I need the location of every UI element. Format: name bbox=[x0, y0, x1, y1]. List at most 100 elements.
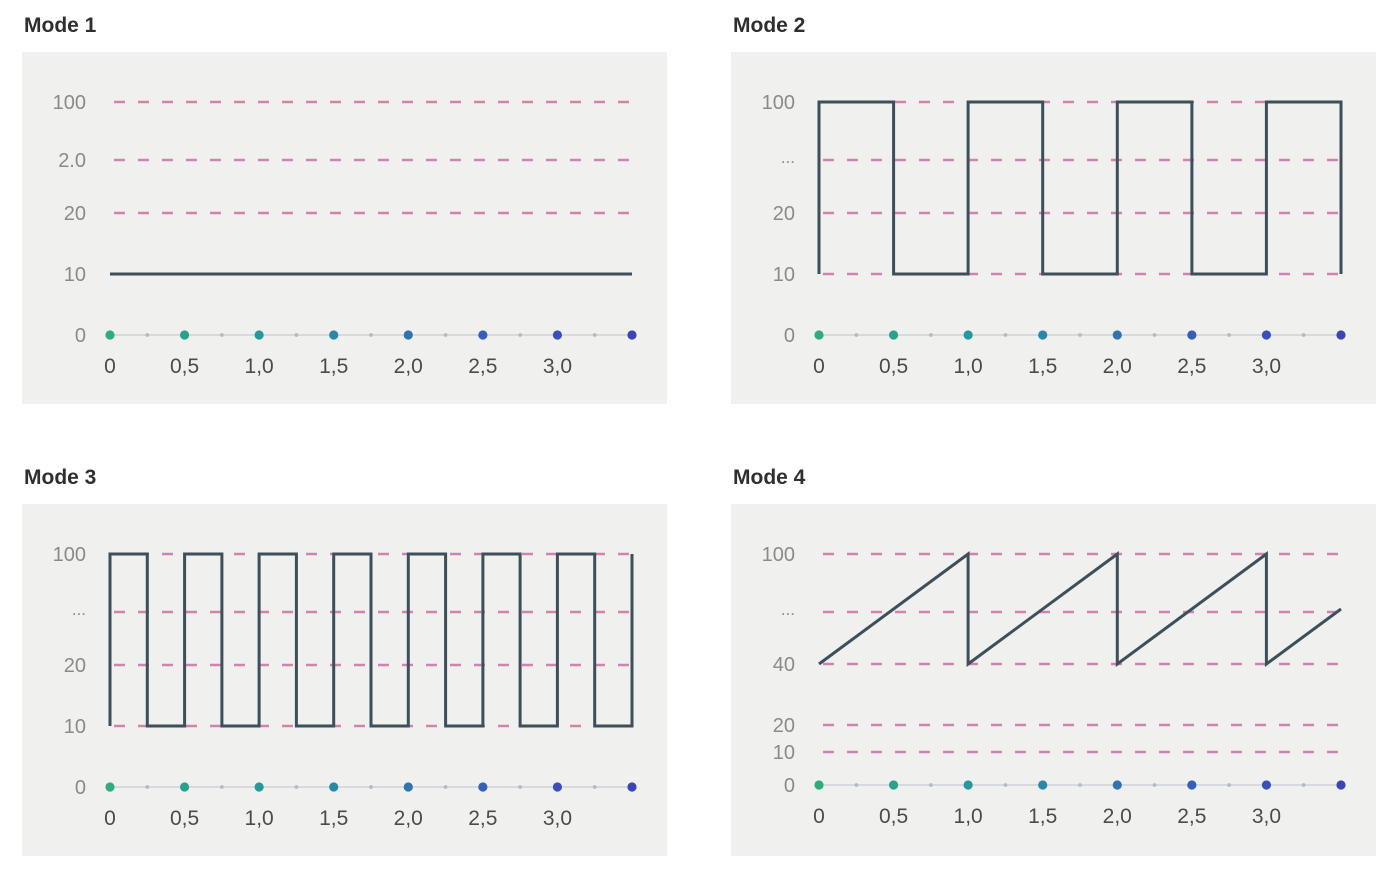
x-axis-label: 0 bbox=[104, 807, 116, 830]
panel-mode-4: Mode 4 100... 40 20 10 0 0 0,5 1,0 1,5 2,0 2,5 3,0 bbox=[731, 464, 1376, 856]
axis-minor-dot bbox=[1003, 333, 1008, 337]
axis-minor-dot bbox=[1227, 783, 1232, 787]
x-axis-label: 1,5 bbox=[319, 355, 348, 378]
axis-tick-dot bbox=[814, 780, 824, 790]
panel-title-mode-2: Mode 2 bbox=[733, 14, 806, 37]
waveform-line bbox=[817, 100, 1343, 276]
x-axis-label: 1,0 bbox=[245, 807, 274, 830]
y-axis-label: ... bbox=[781, 148, 795, 167]
axis-tick-dot bbox=[329, 782, 339, 792]
axis-minor-dot bbox=[294, 333, 299, 337]
x-axis-label: 2,0 bbox=[394, 355, 423, 378]
axis-minor-dot bbox=[854, 333, 859, 337]
waveform-line bbox=[818, 551, 1342, 667]
y-axis-label-zero: 0 bbox=[75, 325, 86, 347]
x-axis-label: 2,0 bbox=[1103, 355, 1132, 378]
x-axis-label: 1,5 bbox=[319, 807, 348, 830]
x-axis-label: 2,5 bbox=[468, 355, 497, 378]
axis-minor-dot bbox=[518, 785, 523, 789]
x-axis-label: 1,0 bbox=[954, 355, 983, 378]
x-axis-label: 0,5 bbox=[170, 807, 199, 830]
x-axis-label: 2,0 bbox=[1103, 805, 1132, 828]
y-axis-label: 2.0 bbox=[58, 150, 86, 172]
axis-minor-dot bbox=[443, 333, 448, 337]
y-axis-label-zero: 0 bbox=[784, 775, 795, 797]
x-axis-label: 1,0 bbox=[245, 355, 274, 378]
axis-minor-dot bbox=[1301, 333, 1306, 337]
axis-tick-dot bbox=[963, 780, 973, 790]
axis-minor-dot bbox=[928, 783, 933, 787]
x-axis-label: 0,5 bbox=[170, 355, 199, 378]
x-axis-label: 3,0 bbox=[1252, 355, 1281, 378]
y-axis-label: 20 bbox=[773, 715, 795, 737]
axis-minor-dot bbox=[294, 785, 299, 789]
y-axis-label: 100 bbox=[53, 544, 86, 566]
axis-minor-dot bbox=[219, 333, 224, 337]
axis-minor-dot bbox=[219, 785, 224, 789]
axis-tick-dot bbox=[254, 782, 264, 792]
x-axis-label: 3,0 bbox=[1252, 805, 1281, 828]
x-axis-label: 0,5 bbox=[879, 805, 908, 828]
axis-minor-dot bbox=[1227, 333, 1232, 337]
charts-grid: Mode 1 100 2.0 20 10 0 0 0,5 1,0 1,5 2,0 2,5 3,0 Mo… bbox=[22, 12, 1376, 856]
panel-title-mode-4: Mode 4 bbox=[733, 466, 806, 489]
axis-minor-dot bbox=[369, 333, 373, 337]
y-axis-label: ... bbox=[72, 600, 86, 619]
axis-tick-dot bbox=[478, 330, 488, 340]
x-axis-label: 2,5 bbox=[1177, 355, 1206, 378]
y-axis-label: 10 bbox=[773, 264, 795, 286]
axis-minor-dot bbox=[592, 785, 597, 789]
chart-card-mode-3: 100... 20 10 0 0 0,5 1,0 1,5 2,0 2,5 3,0 bbox=[22, 504, 667, 856]
axis-tick-dot bbox=[105, 782, 115, 792]
waveform-line bbox=[108, 552, 634, 728]
y-axis-label: 100 bbox=[762, 92, 795, 114]
axis-tick-dot bbox=[963, 330, 973, 340]
axis-tick-dot bbox=[1112, 330, 1122, 340]
axis-tick-dot bbox=[888, 780, 899, 790]
axis-tick-dot bbox=[1336, 780, 1346, 790]
axis-tick-dot bbox=[1261, 780, 1272, 790]
axis-minor-dot bbox=[928, 333, 933, 337]
y-axis-label: ... bbox=[781, 600, 795, 619]
axis-minor-dot bbox=[1301, 783, 1306, 787]
y-axis-label: 10 bbox=[64, 716, 86, 738]
axis-minor-dot bbox=[443, 785, 448, 789]
y-axis-label: 10 bbox=[773, 742, 795, 764]
axis-tick-dot bbox=[1038, 780, 1048, 790]
axis-minor-dot bbox=[369, 785, 373, 789]
y-axis-label: 20 bbox=[773, 203, 795, 225]
x-axis-label: 2,5 bbox=[1177, 805, 1206, 828]
axis-tick-dot bbox=[329, 330, 339, 340]
x-axis-label: 1,5 bbox=[1028, 805, 1057, 828]
axis-minor-dot bbox=[592, 333, 597, 337]
axis-tick-dot bbox=[105, 330, 115, 340]
axis-tick-dot bbox=[1038, 330, 1048, 340]
axis-minor-dot bbox=[1078, 333, 1082, 337]
axis-minor-dot bbox=[1078, 783, 1082, 787]
axis-tick-dot bbox=[1187, 780, 1197, 790]
axis-minor-dot bbox=[854, 783, 859, 787]
axis-tick-dot bbox=[814, 330, 824, 340]
panel-mode-3: Mode 3 100... 20 10 0 0 0,5 1,0 1,5 2,0 2,5 3,0 bbox=[22, 464, 667, 856]
y-axis-label: 20 bbox=[64, 655, 86, 677]
axis-tick-dot bbox=[627, 782, 637, 792]
axis-tick-dot bbox=[888, 330, 899, 340]
axis-tick-dot bbox=[403, 782, 413, 792]
axis-tick-dot bbox=[627, 330, 637, 340]
x-axis-label: 0,5 bbox=[879, 355, 908, 378]
x-axis-label: 2,0 bbox=[394, 807, 423, 830]
axis-tick-dot bbox=[1261, 330, 1272, 340]
x-axis-label: 0 bbox=[813, 355, 825, 378]
chart-card-mode-2: 100... 20 10 0 0 0,5 1,0 1,5 2,0 2,5 3,0 bbox=[731, 52, 1376, 404]
y-axis-label: 40 bbox=[773, 654, 795, 676]
chart-card-mode-4: 100... 40 20 10 0 0 0,5 1,0 1,5 2,0 2,5 3,0 bbox=[731, 504, 1376, 856]
axis-tick-dot bbox=[1187, 330, 1197, 340]
axis-tick-dot bbox=[254, 330, 264, 340]
panel-title-mode-1: Mode 1 bbox=[24, 14, 97, 37]
axis-tick-dot bbox=[1112, 780, 1122, 790]
y-axis-label: 10 bbox=[64, 264, 86, 286]
